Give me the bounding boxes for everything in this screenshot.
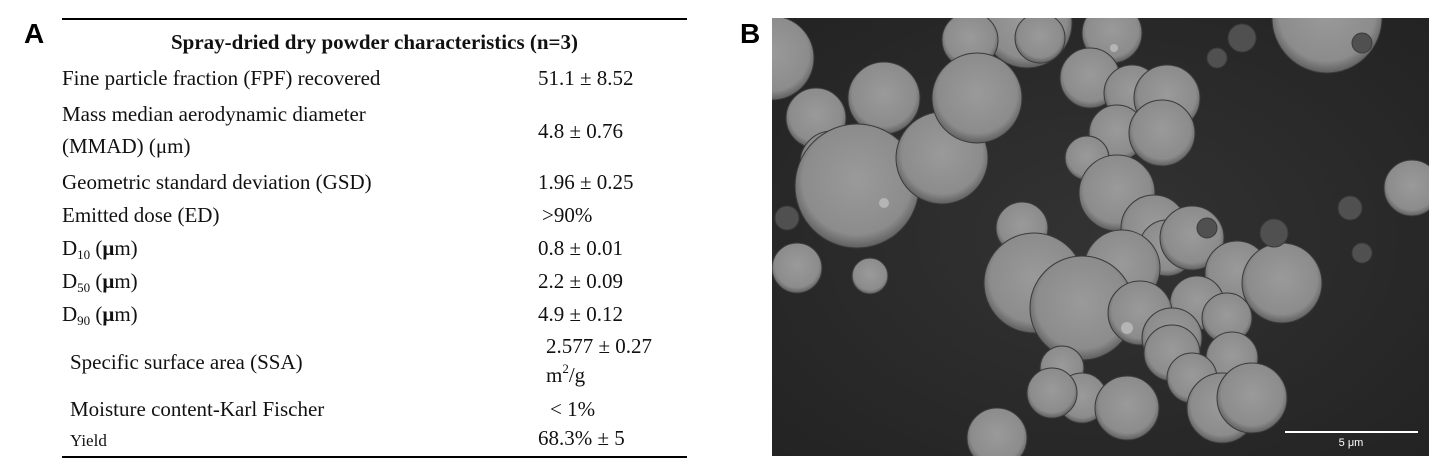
particle xyxy=(1196,217,1218,239)
small-particle xyxy=(1121,322,1133,334)
row-ed-value: >90% xyxy=(542,203,593,227)
particle xyxy=(931,52,1023,144)
table-top-rule xyxy=(62,18,687,20)
panel-label-b: B xyxy=(740,18,761,49)
particle xyxy=(772,18,815,101)
particle xyxy=(1351,242,1373,264)
row-d90-label: D90 (μm) xyxy=(62,302,138,328)
particle xyxy=(1227,23,1257,53)
particle xyxy=(1271,18,1383,74)
row-yield-value: 68.3% ± 5 xyxy=(538,426,625,450)
row-moisture-value: < 1% xyxy=(550,397,596,421)
small-particle xyxy=(879,198,889,208)
row-mmad-label-line1: Mass median aerodynamic diameter xyxy=(62,102,366,126)
row-d90-value: 4.9 ± 0.12 xyxy=(538,302,624,326)
particle xyxy=(1216,362,1288,434)
row-d50-value: 2.2 ± 0.09 xyxy=(538,269,624,293)
row-d50-label: D50 (μm) xyxy=(62,269,138,295)
particle xyxy=(774,205,800,231)
particle-group xyxy=(772,18,1429,456)
particle xyxy=(1206,47,1228,69)
particle xyxy=(1014,18,1066,64)
row-yield-label: Yield xyxy=(70,431,107,450)
table-bottom-rule xyxy=(62,456,687,458)
particle xyxy=(1259,218,1289,248)
sem-micrograph: 5 μm xyxy=(772,18,1429,456)
row-mmad-value: 4.8 ± 0.76 xyxy=(538,119,624,143)
particle xyxy=(1094,375,1160,441)
particle xyxy=(1026,367,1078,419)
particle xyxy=(1383,159,1429,217)
particle xyxy=(1351,32,1373,54)
row-ed-label: Emitted dose (ED) xyxy=(62,203,220,227)
row-gsd-label: Geometric standard deviation (GSD) xyxy=(62,170,372,194)
row-moisture-label: Moisture content-Karl Fischer xyxy=(70,397,325,421)
row-gsd-value: 1.96 ± 0.25 xyxy=(538,170,634,194)
row-ssa-value-unit: m2/g xyxy=(546,361,586,387)
row-mmad-label-line2: (MMAD) (μm) xyxy=(62,134,191,158)
row-ssa-label: Specific surface area (SSA) xyxy=(70,350,303,374)
panel-label-a: A xyxy=(24,18,45,49)
particle xyxy=(772,242,823,294)
particle xyxy=(966,407,1028,456)
row-d10-label: D10 (μm) xyxy=(62,236,138,262)
scale-bar-label: 5 μm xyxy=(1339,437,1364,449)
small-particle xyxy=(1110,44,1118,52)
particle xyxy=(1337,195,1363,221)
row-d10-value: 0.8 ± 0.01 xyxy=(538,236,624,260)
row-fpf-value: 51.1 ± 8.52 xyxy=(538,66,634,90)
row-ssa-value-line1: 2.577 ± 0.27 xyxy=(546,334,653,358)
particle xyxy=(847,61,921,135)
particle xyxy=(851,257,889,295)
particle xyxy=(1128,99,1196,167)
particle xyxy=(1241,242,1323,324)
row-fpf-label: Fine particle fraction (FPF) recovered xyxy=(62,66,381,90)
table-title: Spray-dried dry powder characteristics (… xyxy=(170,30,579,54)
